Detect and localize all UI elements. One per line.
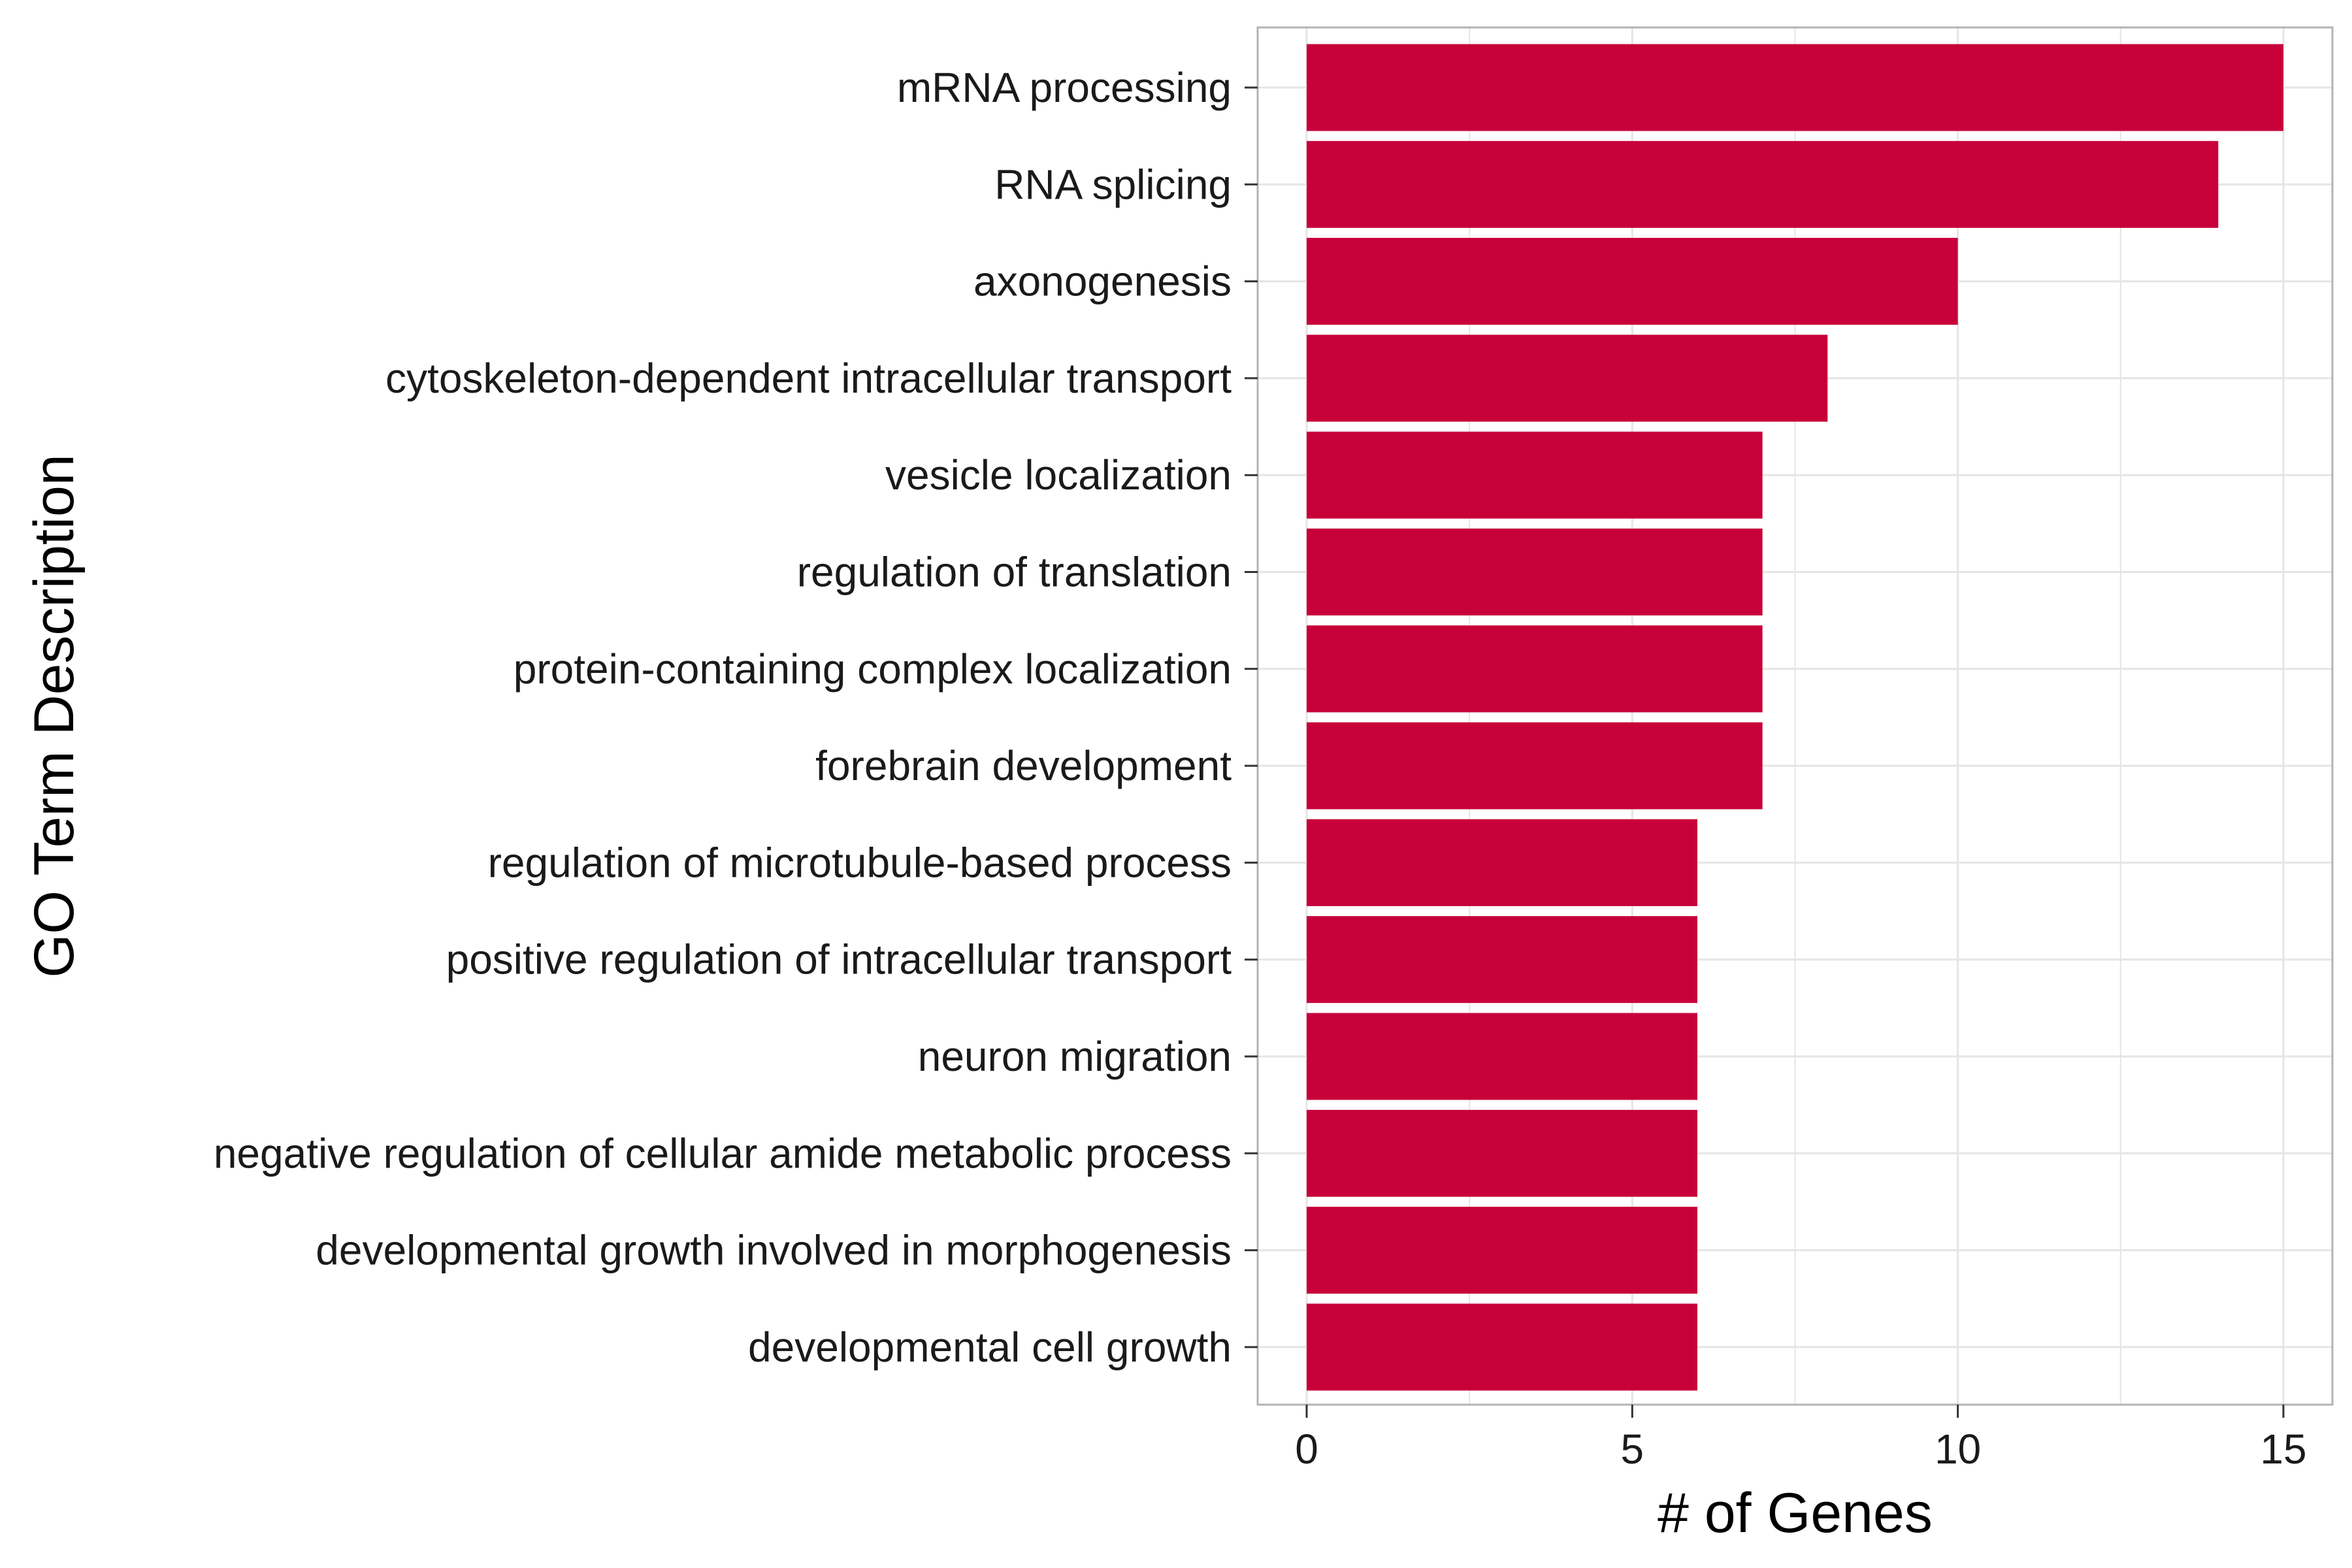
- x-tick-label: 15: [2260, 1426, 2306, 1473]
- bar: [1307, 625, 1763, 713]
- bar: [1307, 1303, 1697, 1391]
- bar: [1307, 1109, 1697, 1197]
- y-tick-label: protein-containing complex localization: [514, 645, 1232, 693]
- y-tick-label: axonogenesis: [973, 258, 1232, 305]
- y-axis-ticks: mRNA processing RNA splicing axonogenesis c…: [214, 64, 1258, 1371]
- y-tick-label: forebrain development: [815, 742, 1232, 789]
- panel-border: [1256, 26, 2334, 1406]
- bar: [1307, 916, 1697, 1004]
- y-tick-label: vesicle localization: [885, 451, 1232, 498]
- x-axis-title: # of Genes: [1658, 1482, 1933, 1544]
- bar: [1307, 722, 1763, 809]
- bar: [1307, 44, 2283, 131]
- x-axis-ticks: 0 5 10 15: [1295, 1405, 2307, 1473]
- y-tick-label: developmental growth involved in morphog…: [316, 1227, 1232, 1274]
- bar: [1307, 431, 1763, 519]
- y-tick-label: regulation of microtubule-based process: [488, 839, 1232, 886]
- bar: [1307, 335, 1828, 422]
- bar: [1307, 238, 1958, 325]
- bar: [1307, 529, 1763, 615]
- y-tick-label: RNA splicing: [994, 161, 1232, 208]
- bar: [1307, 140, 2219, 228]
- bar: [1307, 1207, 1697, 1294]
- y-tick-label: positive regulation of intracellular tra…: [446, 936, 1232, 983]
- y-tick-label: regulation of translation: [797, 549, 1232, 596]
- x-tick-label: 10: [1935, 1426, 1981, 1473]
- bars: [1307, 44, 2283, 1391]
- y-tick-label: mRNA processing: [897, 64, 1232, 111]
- y-tick-label: cytoskeleton-dependent intracellular tra…: [385, 355, 1232, 402]
- y-axis-title: GO Term Description: [23, 454, 86, 977]
- x-tick-label: 5: [1621, 1426, 1644, 1473]
- x-tick-label: 0: [1295, 1426, 1318, 1473]
- y-tick-label: developmental cell growth: [748, 1324, 1232, 1371]
- bar: [1307, 819, 1697, 906]
- y-tick-label: neuron migration: [918, 1033, 1232, 1080]
- bar: [1307, 1013, 1697, 1100]
- y-tick-label: negative regulation of cellular amide me…: [214, 1130, 1232, 1177]
